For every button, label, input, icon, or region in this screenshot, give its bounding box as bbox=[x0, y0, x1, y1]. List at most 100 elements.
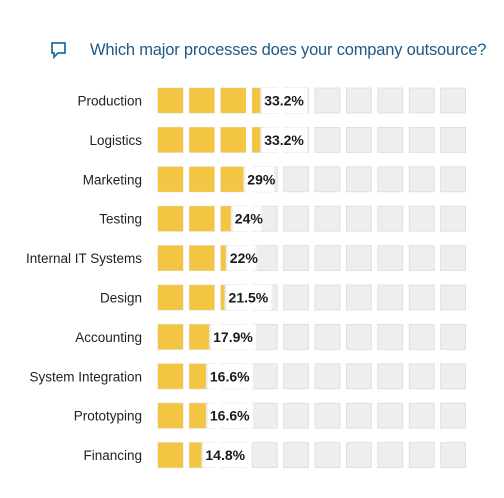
bar-cell bbox=[189, 363, 206, 389]
category-label: Prototyping bbox=[74, 409, 142, 424]
value-label: 29% bbox=[247, 171, 276, 187]
empty-cell bbox=[314, 166, 341, 193]
empty-cell bbox=[440, 127, 467, 153]
empty-cell bbox=[345, 363, 372, 390]
bar-cell bbox=[189, 206, 215, 232]
chart-title: Which major processes does your company … bbox=[90, 40, 487, 59]
empty-cell bbox=[251, 402, 278, 429]
value-label-backdrop bbox=[207, 403, 253, 429]
value-label-backdrop bbox=[227, 245, 257, 271]
value-label-backdrop bbox=[232, 206, 262, 232]
value-label: 16.6% bbox=[210, 368, 250, 384]
empty-cell bbox=[345, 127, 372, 153]
empty-cell bbox=[408, 323, 435, 350]
chart-title-row: Which major processes does your company … bbox=[50, 38, 486, 62]
empty-cell bbox=[345, 205, 372, 232]
category-label: Marketing bbox=[83, 172, 142, 187]
bar-cell bbox=[220, 88, 246, 113]
bar-cell bbox=[189, 442, 202, 468]
empty-cell bbox=[377, 323, 404, 350]
value-label: 14.8% bbox=[205, 447, 245, 463]
bar-cell bbox=[158, 363, 183, 389]
empty-cell bbox=[251, 363, 278, 390]
value-label-backdrop bbox=[203, 442, 249, 468]
bar-cell bbox=[158, 442, 183, 468]
empty-cell bbox=[283, 166, 310, 193]
category-label: Production bbox=[77, 94, 142, 109]
bar-cell bbox=[189, 166, 215, 192]
empty-cell bbox=[408, 363, 435, 390]
category-label: Internal IT Systems bbox=[26, 251, 142, 266]
empty-cell bbox=[377, 205, 404, 232]
empty-cell bbox=[345, 442, 372, 469]
category-label: System Integration bbox=[29, 369, 142, 384]
bar-cell bbox=[158, 166, 183, 192]
value-label-backdrop bbox=[226, 285, 272, 310]
value-label-backdrop bbox=[262, 127, 308, 153]
value-label: 22% bbox=[230, 250, 259, 266]
empty-cell bbox=[283, 284, 310, 311]
empty-cell bbox=[251, 442, 278, 469]
empty-cell bbox=[377, 284, 404, 311]
empty-cell bbox=[408, 166, 435, 193]
bar-cell bbox=[252, 127, 261, 153]
empty-cell bbox=[408, 284, 435, 311]
bar-cell bbox=[158, 403, 183, 429]
empty-cell bbox=[314, 284, 341, 311]
empty-cell bbox=[283, 323, 310, 350]
bar-cell bbox=[220, 206, 231, 232]
bar-cell bbox=[220, 166, 244, 192]
empty-cell bbox=[314, 402, 341, 429]
value-label-backdrop bbox=[245, 166, 274, 192]
empty-cell bbox=[440, 245, 467, 272]
empty-cell bbox=[283, 442, 310, 469]
bar-cell bbox=[189, 88, 215, 113]
value-label-backdrop bbox=[262, 88, 308, 113]
empty-cell bbox=[314, 127, 341, 153]
empty-cell bbox=[283, 205, 310, 232]
value-label: 33.2% bbox=[264, 132, 304, 148]
bar-cell bbox=[158, 245, 183, 271]
bar-cell bbox=[252, 88, 261, 113]
empty-cell bbox=[314, 205, 341, 232]
value-label: 24% bbox=[235, 211, 264, 227]
empty-cell bbox=[440, 323, 467, 350]
empty-cell bbox=[408, 402, 435, 429]
bar-cell bbox=[220, 127, 246, 153]
value-label: 16.6% bbox=[210, 408, 250, 424]
empty-cell bbox=[440, 166, 467, 193]
empty-cell bbox=[314, 442, 341, 469]
empty-cell bbox=[377, 402, 404, 429]
category-label: Logistics bbox=[89, 133, 142, 148]
empty-cell bbox=[408, 87, 435, 114]
category-label: Financing bbox=[83, 448, 142, 463]
value-label: 17.9% bbox=[213, 329, 253, 345]
empty-cell bbox=[408, 127, 435, 153]
bar-cell bbox=[189, 324, 210, 350]
bar-cell bbox=[220, 285, 225, 310]
bar-cell bbox=[158, 127, 183, 153]
bar-cell bbox=[189, 127, 215, 153]
empty-cell bbox=[408, 442, 435, 469]
empty-cell bbox=[377, 166, 404, 193]
bar-cell bbox=[158, 206, 183, 232]
bar-cell bbox=[158, 324, 183, 350]
value-label: 21.5% bbox=[229, 290, 269, 306]
value-label-backdrop bbox=[207, 363, 253, 389]
bar-cell bbox=[189, 403, 206, 429]
empty-cell bbox=[377, 87, 404, 114]
empty-cell bbox=[283, 245, 310, 272]
empty-cell bbox=[440, 87, 467, 114]
empty-cell bbox=[314, 87, 341, 114]
empty-cell bbox=[314, 245, 341, 272]
empty-cell bbox=[314, 323, 341, 350]
empty-cell bbox=[440, 284, 467, 311]
empty-cell bbox=[283, 363, 310, 390]
empty-cell bbox=[314, 363, 341, 390]
empty-cell bbox=[377, 363, 404, 390]
bar-cell bbox=[158, 88, 183, 113]
empty-cell bbox=[345, 245, 372, 272]
bar-cell bbox=[189, 285, 215, 310]
empty-cell bbox=[408, 245, 435, 272]
